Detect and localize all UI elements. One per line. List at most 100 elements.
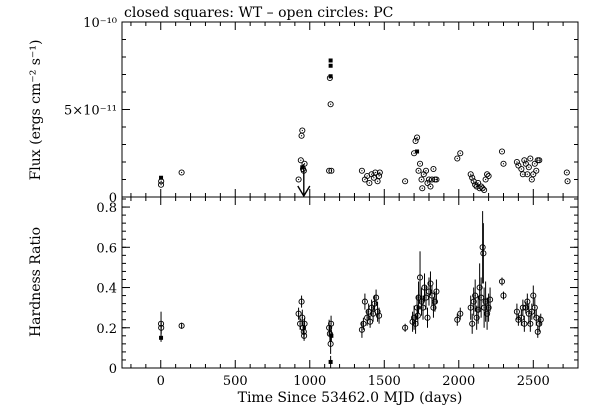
hardness-pc-point-center — [434, 301, 436, 303]
flux-pc-point — [533, 167, 540, 174]
flux-wt-point — [415, 149, 420, 154]
hardness-pc-point — [301, 320, 308, 327]
x-tick-label: 2000 — [442, 374, 475, 389]
hardness-y-axis-label: Hardness Ratio — [28, 227, 44, 337]
flux-pc-point-center — [330, 103, 332, 105]
flux-pc-point-center — [429, 185, 432, 188]
hardness-pc-point — [498, 278, 506, 285]
x-tick-label: 0 — [157, 374, 165, 389]
flux-pc-point — [513, 158, 520, 166]
hardness-pc-point-center — [301, 317, 303, 319]
hardness-wt-point — [328, 359, 333, 364]
flux-pc-point — [500, 160, 507, 167]
flux-pc-point — [430, 165, 437, 173]
flux-pc-point-center — [373, 177, 375, 179]
flux-pc-point-center — [435, 178, 438, 181]
flux-pc-point-center — [501, 150, 503, 153]
hardness-pc-point-center — [369, 321, 371, 323]
hardness-pc-point — [524, 298, 531, 305]
chart-title: closed squares: WT – open circles: PC — [124, 5, 393, 21]
hardness-pc-point-center — [435, 290, 438, 293]
flux-pc-point-center — [379, 171, 381, 174]
flux-pc-point-center — [361, 170, 363, 172]
hardness-pc-point-center — [487, 307, 490, 309]
hardness-pc-point-center — [417, 315, 419, 317]
flux-pc-point-center — [416, 136, 418, 139]
flux-pc-point-center — [404, 180, 406, 182]
hardness-pc-point-center — [419, 276, 421, 279]
hardness-pc-point-center — [425, 296, 427, 299]
hardness-pc-point-center — [300, 301, 303, 303]
hardness-pc-point-center — [413, 317, 415, 319]
hardness-pc-point — [295, 310, 302, 317]
flux-pc-point — [301, 160, 308, 167]
hardness-pc-point-center — [538, 323, 540, 325]
flux-pc-point-center — [330, 170, 332, 172]
hardness-pc-point-center — [364, 301, 366, 303]
flux-pc-point-center — [366, 175, 368, 177]
hardness-wt-point — [159, 335, 164, 340]
flux-pc-point-center — [534, 163, 536, 165]
hardness-pc-point — [374, 308, 381, 315]
flux-pc-point — [530, 171, 537, 178]
flux-pc-point-center — [181, 171, 183, 174]
flux-pc-point — [419, 185, 426, 192]
hardness-pc-point-center — [473, 301, 475, 303]
hardness-pc-point-center — [330, 323, 332, 325]
flux-pc-point-center — [301, 129, 303, 132]
flux-pc-point-center — [471, 177, 473, 179]
hardness-pc-point-center — [459, 313, 461, 315]
hardness-pc-point-center — [474, 294, 476, 297]
flux-pc-point — [484, 171, 491, 178]
upper-limit-arrow-head — [297, 185, 311, 198]
flux-pc-point — [481, 186, 488, 194]
hardness-pc-point-center — [537, 331, 539, 333]
flux-pc-point — [299, 127, 306, 134]
x-tick-label: 1000 — [293, 374, 326, 389]
flux-wt-point — [328, 74, 333, 79]
hardness-pc-point-center — [420, 301, 423, 303]
hardness-pc-point-center — [299, 323, 301, 325]
flux-pc-point — [411, 150, 418, 157]
flux-pc-point — [157, 181, 165, 188]
hardness-pc-point-center — [532, 294, 534, 297]
flux-pc-point-center — [456, 157, 458, 160]
hardness-pc-point — [527, 320, 534, 327]
hardness-pc-point-center — [540, 319, 542, 321]
hardness-pc-point — [473, 314, 480, 321]
flux-pc-point — [564, 178, 571, 185]
flux-pc-point — [416, 160, 424, 167]
hardness-pc-point-center — [525, 307, 527, 309]
flux-pc-point — [527, 155, 534, 162]
flux-pc-point-center — [531, 178, 533, 181]
hardness-pc-point-center — [520, 317, 522, 319]
flux-pc-point — [454, 155, 461, 162]
flux-pc-point — [433, 176, 440, 183]
flux-pc-point-center — [502, 163, 505, 165]
hardness-y-tick-label: 0.4 — [96, 282, 117, 297]
x-tick-label: 1500 — [368, 374, 401, 389]
hardness-pc-point-center — [429, 282, 432, 285]
flux-pc-point-center — [477, 182, 479, 184]
hardness-pc-point — [470, 298, 477, 305]
flux-pc-point — [414, 134, 421, 141]
hardness-pc-point — [431, 298, 438, 305]
flux-pc-point-center — [432, 168, 435, 170]
hardness-pc-point — [361, 298, 368, 305]
flux-pc-point-center — [297, 178, 300, 181]
x-axis-label: Time Since 53462.0 MJD (days) — [238, 390, 463, 406]
flux-pc-point — [519, 171, 526, 178]
flux-pc-point-center — [526, 173, 528, 175]
x-tick-label: 2500 — [517, 374, 550, 389]
hardness-pc-point — [416, 274, 424, 281]
hardness-pc-point — [457, 310, 464, 317]
hardness-pc-point — [328, 320, 335, 327]
flux-wt-point — [328, 58, 333, 63]
flux-pc-point — [521, 157, 528, 164]
flux-pc-point-center — [364, 178, 366, 181]
flux-pc-point — [422, 167, 430, 174]
flux-pc-point — [328, 167, 335, 174]
hardness-pc-point — [424, 314, 431, 321]
hardness-pc-point-center — [482, 252, 484, 254]
